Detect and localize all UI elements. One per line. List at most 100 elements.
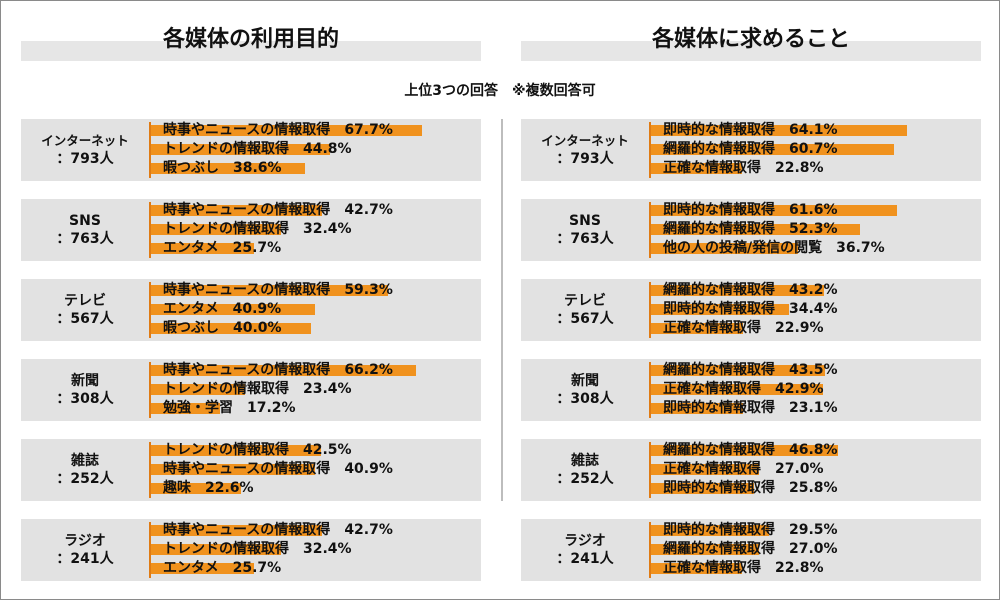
media-group: インターネット ：793人 時事やニュースの情報取得 67.7% トレンドの情報取得 44… [21,119,481,181]
percent-label: 25.8% [789,480,838,496]
respondent-count: ：793人 [556,151,614,167]
bar [151,125,422,136]
bar-label: 暇つぶし 38.6% [163,159,282,178]
bar-row: 網羅的な情報取得 43.2% [651,281,979,300]
bar [151,464,315,475]
bar-label: 即時的な情報取得 61.6% [663,201,838,220]
media-name: 新聞 [571,373,599,389]
bar-label: 時事やニュースの情報取得 67.7% [163,121,393,140]
bar-label: 正確な情報取得 22.8% [663,159,824,178]
bar-axis-line [649,122,651,178]
bar-row: 時事やニュースの情報取得 67.7% [151,121,479,140]
media-name: インターネット [41,133,129,148]
bar-axis-line [149,122,151,178]
bar-label: 時事やニュースの情報取得 59.3% [163,281,393,300]
bar-axis-line [649,202,651,258]
bar [151,285,389,296]
media-group: SNS ：763人 即時的な情報取得 61.6% 網羅的な情報取得 52.3% 他の人の投稿… [521,199,981,261]
category-label: 網羅的な情報取得 [663,141,775,157]
category-label: 正確な情報取得 [663,461,761,477]
category-label: 網羅的な情報取得 [663,282,775,298]
percent-label: 38.6% [233,160,282,176]
bar-row: 網羅的な情報取得 52.3% [651,220,979,239]
bar-label: 暇つぶし 40.0% [163,319,282,338]
respondent-count: ：763人 [556,231,614,247]
percent-label: 17.2% [247,400,296,416]
category-label: 即時的な情報取得 [663,122,775,138]
bar-label: 趣味 22.6% [163,479,254,498]
bar-label: 勉強・学習 17.2% [163,399,296,418]
category-label: トレンドの情報取得 [163,221,289,237]
category-label: 正確な情報取得 [663,160,761,176]
bar-row: トレンドの情報取得 32.4% [151,540,479,559]
bar [651,464,759,475]
respondent-count: ：308人 [56,391,114,407]
bar-row: 他の人の投稿/発信の閲覧 36.7% [651,239,979,258]
bar [151,525,322,536]
bar-row: 網羅的な情報取得 46.8% [651,441,979,460]
bar-label: エンタメ 40.9% [163,300,281,319]
bar-row: 正確な情報取得 22.8% [651,159,979,178]
respondent-count: ：252人 [56,471,114,487]
bar-label: 時事やニュースの情報取得 42.7% [163,521,393,540]
media-group: ラジオ ：241人 即時的な情報取得 29.5% 網羅的な情報取得 27.0% 正確な情報取… [521,519,981,581]
category-label: 即時的な情報取得 [663,400,775,416]
bar-axis-line [149,442,151,498]
percent-label: 67.7% [344,122,393,138]
bar-row: エンタメ 25.7% [151,239,479,258]
category-label: 暇つぶし [163,320,219,336]
bar [651,525,769,536]
category-label: 網羅的な情報取得 [663,442,775,458]
bar [151,365,416,376]
bar-label: 網羅的な情報取得 52.3% [663,220,838,239]
bar [651,403,744,414]
percent-label: 36.7% [836,240,885,256]
bar-row: 時事やニュースの情報取得 40.9% [151,460,479,479]
percent-label: 27.0% [789,541,838,557]
bar-axis-line [649,282,651,338]
category-label: 暇つぶし [163,160,219,176]
bar [651,125,908,136]
respondent-count: ：567人 [556,311,614,327]
bar-row: トレンドの情報取得 32.4% [151,220,479,239]
bar-row: トレンドの情報取得 44.8% [151,140,479,159]
media-group-label: SNS ：763人 [521,199,649,261]
bar-label: 網羅的な情報取得 46.8% [663,441,838,460]
category-label: 趣味 [163,480,191,496]
media-group: 新聞 ：308人 網羅的な情報取得 43.5% 正確な情報取得 42.9% 即時的な情報取得… [521,359,981,421]
bar [151,403,220,414]
bar-label: 時事やニュースの情報取得 40.9% [163,460,393,479]
bar [151,243,254,254]
bar-label: 網羅的な情報取得 43.2% [663,281,838,300]
bar [651,544,759,555]
category-label: 網羅的な情報取得 [663,362,775,378]
respondent-count: ：763人 [56,231,114,247]
bar-row: 即時的な情報取得 25.8% [651,479,979,498]
media-name: テレビ [564,293,606,309]
category-label: 勉強・学習 [163,400,233,416]
category-label: 網羅的な情報取得 [663,221,775,237]
percent-label: 23.1% [789,400,838,416]
right-panel-header: 各媒体に求めること [521,13,981,61]
bar-label: 他の人の投稿/発信の閲覧 36.7% [663,239,885,258]
respondent-count: ：793人 [56,151,114,167]
bar-axis-line [649,442,651,498]
bar-axis-line [149,282,151,338]
bar-row: トレンドの情報取得 23.4% [151,380,479,399]
percent-label: 32.4% [303,221,352,237]
category-label: トレンドの情報取得 [163,442,289,458]
bar-row: 網羅的な情報取得 43.5% [651,361,979,380]
bar [151,163,306,174]
bar [651,304,789,315]
category-label: エンタメ [163,240,219,256]
bar [651,285,824,296]
bar-axis-line [649,362,651,418]
bar-label: 網羅的な情報取得 43.5% [663,361,838,380]
media-group-label: テレビ ：567人 [521,279,649,341]
subtitle: 上位3つの回答 ※複数回答可 [404,83,596,99]
bar-label: トレンドの情報取得 42.5% [163,441,352,460]
bar [651,323,743,334]
right-header-underline [521,41,981,61]
bar-label: トレンドの情報取得 32.4% [163,220,352,239]
category-label: 時事やニュースの情報取得 [163,122,331,138]
